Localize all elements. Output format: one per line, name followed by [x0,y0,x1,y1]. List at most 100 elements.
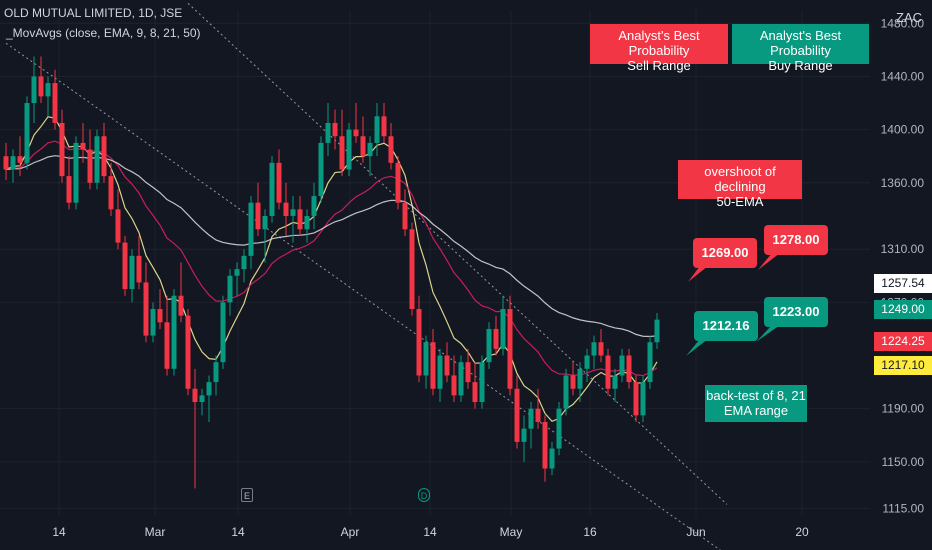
candle-body [605,355,611,389]
candle-body [451,375,457,396]
candle-body [262,215,268,230]
candle-body [465,362,471,383]
candle-body [304,215,310,230]
candle-body [234,269,240,276]
candle-body [486,328,492,363]
candle-body [479,362,485,403]
candle-body [220,302,226,363]
candle-body [339,136,345,170]
candle-body [59,122,65,177]
candle-body [402,202,408,230]
candle-body [171,295,177,369]
candle-body [115,209,121,243]
label-pointer [756,325,780,342]
candle-body [31,76,37,104]
price-tick-label: 1150.00 [882,455,925,469]
candle-body [290,209,296,216]
candle-body [199,395,205,403]
candle-body [409,229,415,310]
candle-body [444,355,450,376]
candle-body [101,136,107,177]
candle-body [332,122,338,137]
candle-body [430,342,436,389]
time-tick-label: 20 [795,525,809,539]
candle-body [563,375,569,409]
candle-body [80,142,86,150]
candle-body [66,176,72,203]
price-tag-current: 1257.54 [874,274,932,293]
candle-body [311,196,317,216]
candle-body [38,76,44,97]
price-tick-label: 1440.00 [881,69,925,83]
candle-body [108,176,114,210]
candle-body [360,136,366,157]
candle-body [640,382,646,416]
candle-body [388,136,394,163]
candle-body [542,421,548,469]
candle-body [227,275,233,303]
candle-body [556,408,562,449]
target-label-1212[interactable]: 1212.16 [694,311,758,341]
candle-body [633,382,639,416]
candle-body [535,408,541,422]
candle-body [192,388,198,403]
overshoot-note: overshoot of declining 50-EMA [678,160,802,209]
candle-body [493,328,499,349]
indicator-legend[interactable]: _MovAvgs (close, EMA, 9, 8, 21, 50) [6,26,201,40]
candle-body [129,255,135,290]
candle-body [647,342,653,383]
candle-body [318,142,324,197]
candle-body [150,309,156,336]
dividend-event-marker[interactable]: D [418,488,430,502]
candle-body [24,103,30,163]
sell-legend-line1: Analyst's Best Probability [618,28,700,58]
time-tick-label: Mar [145,525,166,539]
price-tick-label: 1360.00 [881,176,925,190]
candle-body [143,282,149,336]
candle-body [437,355,443,389]
target-label-1269[interactable]: 1269.00 [693,238,757,268]
candle-body [241,255,247,270]
backtest-note: back-test of 8, 21 EMA range [705,385,807,422]
candle-body [297,209,303,230]
price-tag-ema21: 1224.25 [874,332,932,351]
candle-body [654,319,660,343]
candle-body [570,375,576,389]
label-pointer [758,253,780,270]
candle-body [87,149,93,183]
candle-body [458,362,464,396]
sell-legend-line2: Sell Range [627,58,691,73]
candle-body [423,342,429,376]
candle-body [346,129,352,170]
label-pointer [686,339,708,356]
candle-body [591,342,597,356]
time-tick-label: 14 [231,525,245,539]
buy-legend-line2: Buy Range [768,58,833,73]
target-label-1223[interactable]: 1223.00 [764,297,828,327]
candle-body [3,156,9,170]
overshoot-note-line2: 50-EMA [716,194,764,209]
candle-body [122,242,128,290]
candle-body [94,136,100,183]
candle-body [577,368,583,389]
time-tick-label: 14 [52,525,66,539]
candle-body [269,162,275,216]
candle-body [507,309,513,389]
candle-body [395,162,401,203]
sell-range-legend: Analyst's Best Probability Sell Range [590,24,728,73]
candle-body [164,322,170,369]
price-tick-label: 1190.00 [882,402,925,416]
earnings-event-marker[interactable]: E [241,488,253,502]
price-tag-ema50: 1217.10 [874,356,932,375]
trend-channel-line [187,2,728,505]
target-label-1278[interactable]: 1278.00 [764,225,828,255]
candle-body [45,83,51,97]
price-tick-label: 1400.00 [881,123,925,137]
price-tag-ema8: 1249.00 [874,300,932,319]
candle-body [626,355,632,383]
candle-body [73,142,79,203]
candle-body [367,142,373,157]
candle-body [248,202,254,256]
candle-body [549,448,555,469]
